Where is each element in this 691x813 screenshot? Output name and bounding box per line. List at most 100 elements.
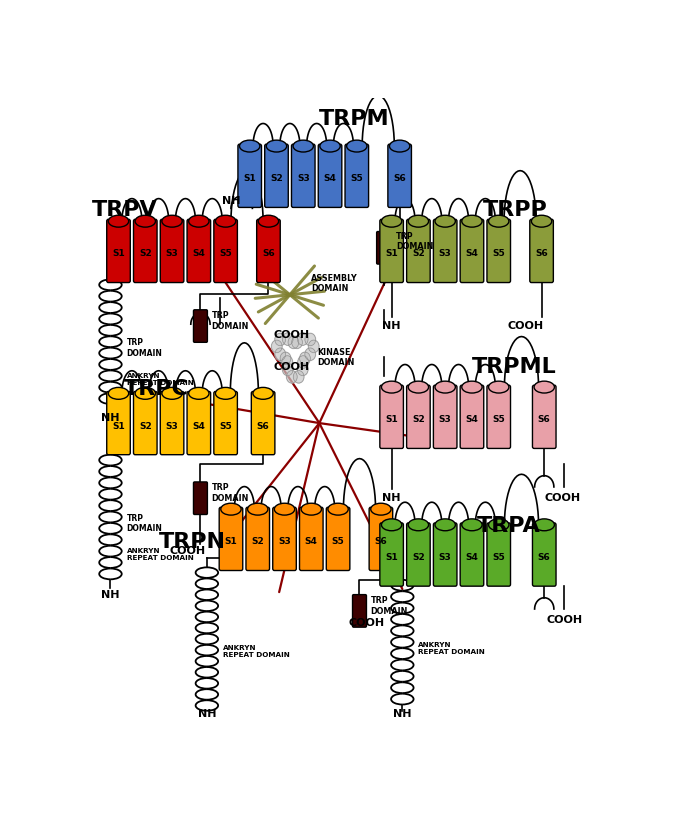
Ellipse shape — [301, 503, 321, 515]
Ellipse shape — [534, 381, 554, 393]
Ellipse shape — [489, 381, 509, 393]
Text: TRPML: TRPML — [472, 357, 557, 376]
Text: S5: S5 — [219, 422, 232, 431]
Ellipse shape — [381, 381, 401, 393]
Text: TRPM: TRPM — [319, 110, 390, 129]
Text: S2: S2 — [412, 553, 425, 562]
Text: NH: NH — [198, 709, 216, 720]
Text: S2: S2 — [412, 415, 425, 424]
FancyBboxPatch shape — [433, 523, 457, 586]
Circle shape — [275, 348, 285, 360]
Text: NH: NH — [382, 493, 401, 503]
Text: S2: S2 — [139, 422, 151, 431]
FancyBboxPatch shape — [160, 392, 184, 454]
FancyBboxPatch shape — [319, 144, 342, 207]
Text: TRP
DOMAIN: TRP DOMAIN — [126, 514, 162, 533]
FancyBboxPatch shape — [252, 392, 275, 454]
Text: S3: S3 — [166, 250, 178, 259]
FancyBboxPatch shape — [219, 507, 243, 571]
Ellipse shape — [381, 519, 401, 531]
Text: S4: S4 — [323, 174, 337, 183]
Ellipse shape — [253, 388, 273, 399]
FancyBboxPatch shape — [133, 392, 157, 454]
Text: S5: S5 — [219, 250, 232, 259]
FancyBboxPatch shape — [406, 523, 430, 586]
Text: TRP
DOMAIN: TRP DOMAIN — [396, 232, 433, 251]
Circle shape — [283, 363, 293, 376]
FancyBboxPatch shape — [406, 220, 430, 283]
Text: S2: S2 — [139, 250, 151, 259]
FancyBboxPatch shape — [187, 392, 211, 454]
FancyBboxPatch shape — [369, 507, 392, 571]
Text: COOH: COOH — [349, 619, 385, 628]
FancyBboxPatch shape — [533, 385, 556, 449]
Ellipse shape — [293, 140, 314, 152]
Text: NH: NH — [101, 590, 120, 600]
Text: S3: S3 — [166, 422, 178, 431]
Ellipse shape — [135, 215, 155, 227]
Text: TRP
DOMAIN: TRP DOMAIN — [126, 338, 162, 358]
Circle shape — [293, 371, 304, 383]
FancyBboxPatch shape — [380, 385, 404, 449]
FancyBboxPatch shape — [160, 220, 184, 283]
FancyBboxPatch shape — [377, 232, 390, 264]
Ellipse shape — [240, 140, 260, 152]
Text: S4: S4 — [466, 415, 478, 424]
Ellipse shape — [189, 388, 209, 399]
Circle shape — [298, 356, 308, 368]
FancyBboxPatch shape — [193, 482, 207, 515]
Text: COOH: COOH — [545, 493, 580, 503]
Text: S6: S6 — [536, 250, 548, 259]
Text: ANKRYN
REPEAT DOMAIN: ANKRYN REPEAT DOMAIN — [418, 642, 485, 655]
Text: TRPV: TRPV — [92, 200, 158, 220]
FancyBboxPatch shape — [246, 507, 269, 571]
Ellipse shape — [328, 503, 348, 515]
Text: S4: S4 — [466, 553, 478, 562]
Circle shape — [283, 333, 293, 346]
Text: S5: S5 — [332, 537, 344, 546]
FancyBboxPatch shape — [106, 220, 131, 283]
Text: S1: S1 — [112, 250, 125, 259]
Ellipse shape — [216, 215, 236, 227]
Circle shape — [305, 348, 316, 360]
FancyBboxPatch shape — [487, 523, 511, 586]
Text: S1: S1 — [386, 250, 398, 259]
Text: S6: S6 — [538, 415, 551, 424]
FancyBboxPatch shape — [460, 385, 484, 449]
Text: S3: S3 — [297, 174, 310, 183]
Ellipse shape — [320, 140, 340, 152]
Ellipse shape — [162, 215, 182, 227]
Text: NH: NH — [101, 413, 120, 423]
Circle shape — [275, 333, 285, 346]
Ellipse shape — [347, 140, 367, 152]
Text: S5: S5 — [493, 553, 505, 562]
Text: S6: S6 — [538, 553, 551, 562]
Text: NH: NH — [222, 196, 240, 206]
Ellipse shape — [489, 519, 509, 531]
FancyBboxPatch shape — [460, 220, 484, 283]
Circle shape — [297, 333, 308, 346]
Text: TRPP: TRPP — [482, 200, 547, 220]
Ellipse shape — [462, 519, 482, 531]
FancyBboxPatch shape — [299, 507, 323, 571]
Text: S2: S2 — [270, 174, 283, 183]
Text: S1: S1 — [225, 537, 237, 546]
Text: S2: S2 — [252, 537, 264, 546]
FancyBboxPatch shape — [533, 523, 556, 586]
FancyBboxPatch shape — [214, 220, 238, 283]
Text: TRPC: TRPC — [124, 379, 189, 398]
FancyBboxPatch shape — [460, 523, 484, 586]
Text: ASSEMBLY
DOMAIN: ASSEMBLY DOMAIN — [311, 274, 358, 293]
Text: S3: S3 — [439, 553, 451, 562]
Text: S5: S5 — [493, 415, 505, 424]
Text: TRPN: TRPN — [159, 532, 226, 552]
Text: S6: S6 — [262, 250, 275, 259]
Text: COOH: COOH — [274, 330, 310, 341]
Text: S6: S6 — [375, 537, 387, 546]
Ellipse shape — [408, 381, 428, 393]
Text: S6: S6 — [257, 422, 269, 431]
Text: S5: S5 — [493, 250, 505, 259]
Text: S3: S3 — [439, 250, 451, 259]
Circle shape — [280, 352, 291, 364]
FancyBboxPatch shape — [106, 392, 131, 454]
